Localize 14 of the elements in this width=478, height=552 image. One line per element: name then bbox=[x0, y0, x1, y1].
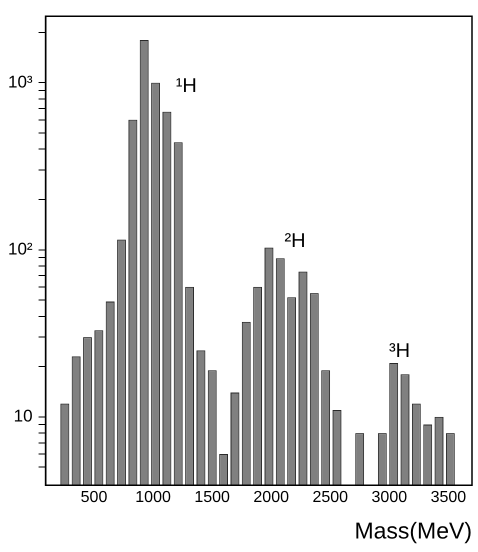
x-tick-label: 3000 bbox=[372, 489, 408, 506]
y-tick-label: 10³ bbox=[8, 72, 33, 92]
annotation: ³H bbox=[388, 340, 410, 362]
x-axis-title: Mass(MeV) bbox=[354, 518, 472, 544]
y-tick-label: 10 bbox=[14, 406, 33, 426]
y-tick-label: 10² bbox=[8, 239, 33, 258]
annotation: ²H bbox=[284, 230, 306, 252]
x-tick-label: 500 bbox=[80, 489, 108, 506]
x-tick-label: 2500 bbox=[312, 489, 348, 506]
x-tick-label: 3500 bbox=[430, 489, 466, 506]
x-tick-label: 1000 bbox=[135, 489, 171, 506]
x-tick-label: 2000 bbox=[253, 489, 290, 506]
annotation: ¹H bbox=[176, 75, 197, 98]
x-tick-label: 1500 bbox=[194, 489, 230, 506]
